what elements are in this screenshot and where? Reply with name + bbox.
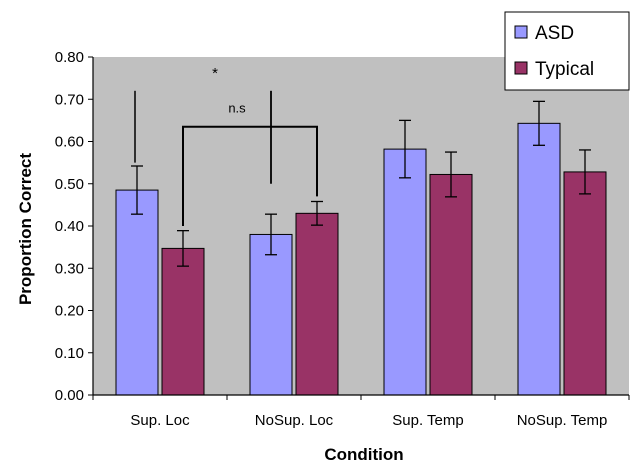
y-tick-label: 0.00: [55, 387, 84, 404]
y-tick-label: 0.50: [55, 176, 84, 193]
legend-label-asd: ASD: [535, 23, 574, 44]
ns-label: n.s: [228, 101, 246, 116]
significance-bracket: [182, 125, 318, 226]
x-axis: Sup. Loc NoSup. Loc Sup. Temp NoSup. Temp: [92, 394, 630, 429]
x-axis-title: Condition: [324, 445, 403, 464]
bar-asd: [517, 122, 561, 396]
y-tick-label: 0.20: [55, 303, 84, 320]
legend: ASD Typical: [504, 11, 630, 91]
bar-typical: [295, 212, 339, 396]
x-tick-label: NoSup. Temp: [517, 412, 608, 429]
bars: [115, 122, 607, 396]
significance-brackets: * n.s: [134, 65, 318, 226]
significance-star-label: *: [212, 65, 218, 82]
bar-asd: [249, 233, 293, 396]
y-axis: 0.00 0.10 0.20 0.30 0.40 0.50 0.60 0.70 0.80: [55, 49, 94, 404]
legend-swatch-typical: [514, 61, 528, 75]
bar-typical: [563, 171, 607, 396]
bar-typical: [161, 247, 205, 396]
legend-box: [504, 11, 630, 91]
x-tick-label: NoSup. Loc: [255, 412, 334, 429]
y-tick-label: 0.10: [55, 345, 84, 362]
x-tick-label: Sup. Loc: [130, 412, 190, 429]
bar-asd: [383, 148, 427, 396]
bar-typical: [429, 173, 473, 396]
y-tick-label: 0.70: [55, 91, 84, 108]
error-bars: [131, 100, 591, 267]
legend-swatch-asd: [514, 25, 528, 39]
y-tick-label: 0.80: [55, 49, 84, 66]
bar-asd: [115, 189, 159, 396]
y-tick-label: 0.40: [55, 218, 84, 235]
y-tick-label: 0.30: [55, 260, 84, 277]
legend-label-typical: Typical: [535, 59, 594, 80]
y-axis-title: Proportion Correct: [16, 153, 35, 305]
y-tick-label: 0.60: [55, 134, 84, 151]
x-tick-label: Sup. Temp: [392, 412, 463, 429]
